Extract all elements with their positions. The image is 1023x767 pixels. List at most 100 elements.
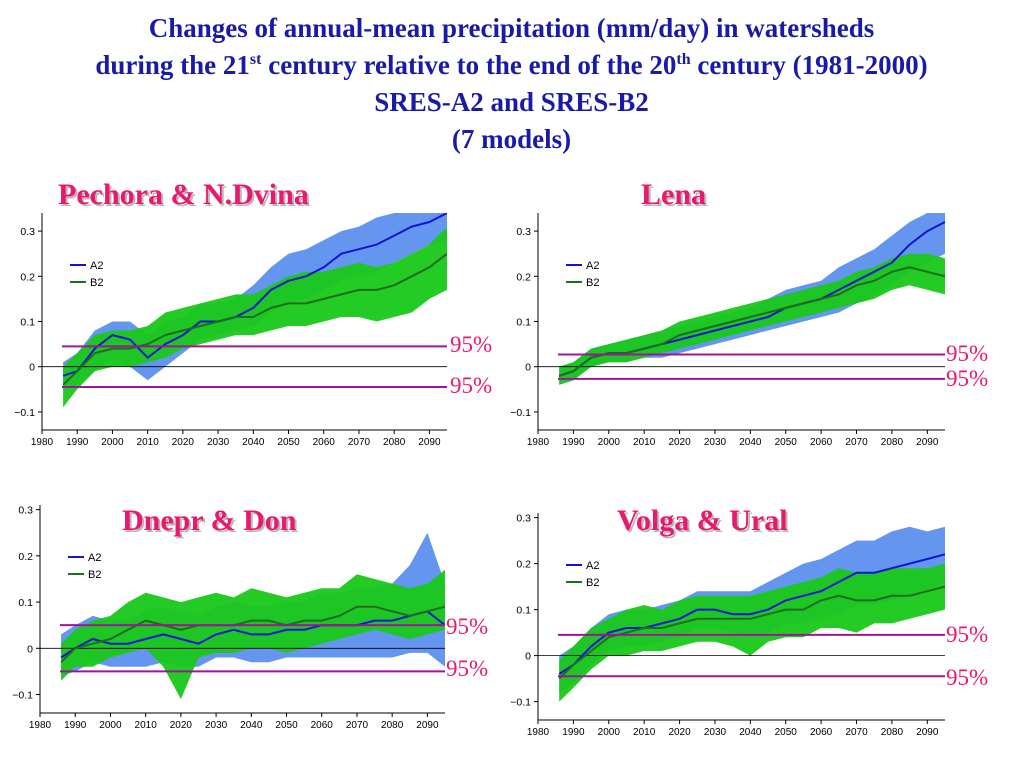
legend-label-a2: A2 — [586, 260, 599, 272]
title-line-2: during the 21st century relative to the … — [0, 47, 1023, 84]
x-tick-label: 1990 — [562, 727, 585, 738]
x-tick-label: 2020 — [668, 727, 691, 738]
x-tick-label: 2020 — [668, 437, 691, 448]
x-tick-label: 2030 — [704, 727, 727, 738]
x-tick-label: 2090 — [916, 727, 939, 738]
x-tick-label: 1980 — [527, 437, 550, 448]
series-line-b2 — [62, 252, 447, 386]
legend-label-a2: A2 — [586, 560, 599, 572]
x-tick-label: 2090 — [418, 437, 441, 448]
title-sup-th: th — [676, 51, 691, 68]
x-tick-label: 2010 — [633, 727, 656, 738]
legend-label-a2: A2 — [88, 552, 101, 564]
y-tick-label: 0.3 — [20, 226, 35, 238]
y-tick-label: −0.1 — [510, 407, 531, 419]
x-tick-label: 2080 — [381, 720, 404, 731]
x-tick-label: 2020 — [172, 437, 195, 448]
y-tick-label: 0 — [27, 643, 33, 655]
x-tick-label: 2000 — [101, 437, 124, 448]
panel-title-volga: Volga & Ural — [617, 504, 788, 537]
significance-label-pechora-upper: 95% — [450, 332, 493, 357]
plot-area-lena — [538, 213, 945, 385]
x-tick-label: 2060 — [313, 437, 336, 448]
x-tick-label: 2080 — [881, 727, 904, 738]
x-tick-label: 2060 — [810, 437, 833, 448]
x-tick-label: 2050 — [775, 727, 798, 738]
series-line-a2 — [62, 213, 447, 377]
plot-area-dnepr — [40, 532, 445, 700]
series-line-b2 — [60, 605, 445, 663]
significance-label-lena-upper: 95% — [946, 341, 989, 366]
title-sup-st: st — [249, 51, 262, 68]
x-tick-label: 2040 — [242, 437, 265, 448]
y-tick-label: 0.2 — [18, 551, 33, 563]
y-tick-label: 0.1 — [516, 317, 531, 329]
y-tick-label: 0 — [525, 651, 531, 663]
x-tick-label: 2040 — [240, 720, 263, 731]
title-line-2-part-a: during the 21 — [95, 50, 250, 80]
x-tick-label: 1980 — [29, 720, 52, 731]
y-tick-label: 0.1 — [18, 597, 33, 609]
y-tick-label: 0 — [525, 362, 531, 374]
legend-label-b2: B2 — [586, 577, 599, 589]
y-tick-label: 0.3 — [516, 513, 531, 525]
legend-label-b2: B2 — [88, 569, 101, 581]
significance-label-lena-lower: 95% — [946, 366, 989, 391]
panel-title-dnepr: Dnepr & Don — [122, 504, 297, 537]
x-tick-label: 1980 — [31, 437, 54, 448]
significance-label-volga-lower: 95% — [946, 665, 989, 690]
y-tick-label: −0.1 — [14, 407, 35, 419]
title-line-4: (7 models) — [451, 124, 572, 154]
x-tick-label: 1990 — [66, 437, 89, 448]
x-tick-label: 1980 — [527, 727, 550, 738]
x-tick-label: 2050 — [775, 437, 798, 448]
x-tick-label: 2040 — [739, 437, 762, 448]
significance-label-pechora-lower: 95% — [450, 373, 493, 398]
x-tick-label: 2040 — [739, 727, 762, 738]
series-line-a2 — [60, 610, 445, 659]
y-tick-label: 0.1 — [20, 317, 35, 329]
legend-label-a2: A2 — [90, 260, 103, 272]
x-tick-label: 2070 — [346, 720, 369, 731]
title-line-2-part-c: century (1981-2000) — [690, 50, 928, 80]
y-tick-label: 0.2 — [20, 271, 35, 283]
x-tick-label: 2070 — [348, 437, 371, 448]
legend-label-b2: B2 — [90, 277, 103, 289]
title-line-2-part-b: century relative to the end of the 20 — [261, 50, 677, 80]
chart-dnepr: −0.1 0 0.1 0.2 0.3 1980 1990 2000 2010 2020 2030 20… — [12, 505, 445, 731]
significance-label-volga-upper: 95% — [946, 622, 989, 647]
significance-label-dnepr-upper: 95% — [446, 614, 489, 639]
y-tick-label: 0.2 — [516, 271, 531, 283]
y-tick-label: 0.3 — [516, 226, 531, 238]
panel-title-pechora: Pechora & N.Dvina — [58, 178, 309, 211]
band-b2 — [559, 563, 945, 702]
x-tick-label: 2070 — [845, 727, 868, 738]
title-line-3: SRES-A2 and SRES-B2 — [374, 87, 649, 117]
legend-label-b2: B2 — [586, 277, 599, 289]
x-tick-label: 2030 — [704, 437, 727, 448]
x-tick-label: 1990 — [562, 437, 585, 448]
x-tick-label: 2000 — [99, 720, 122, 731]
y-tick-label: −0.1 — [12, 690, 33, 702]
page-title: Changes of annual-mean precipitation (mm… — [0, 10, 1023, 158]
chart-lena: −0.1 0 0.1 0.2 0.3 1980 1990 2000 2010 2020 2030 20… — [510, 213, 945, 448]
title-line-1: Changes of annual-mean precipitation (mm… — [148, 13, 875, 43]
x-tick-label: 1990 — [64, 720, 87, 731]
x-tick-label: 2060 — [311, 720, 334, 731]
panel-title-lena: Lena — [641, 178, 707, 211]
x-tick-label: 2020 — [170, 720, 193, 731]
x-tick-label: 2060 — [810, 727, 833, 738]
y-tick-label: 0.3 — [18, 505, 33, 517]
x-tick-label: 2090 — [416, 720, 439, 731]
x-tick-label: 2030 — [205, 720, 228, 731]
x-tick-label: 2070 — [845, 437, 868, 448]
plot-area-pechora — [42, 213, 447, 408]
x-tick-label: 2080 — [383, 437, 406, 448]
y-tick-label: 0.1 — [516, 605, 531, 617]
significance-label-dnepr-lower: 95% — [446, 656, 489, 681]
x-tick-label: 2010 — [633, 437, 656, 448]
x-tick-label: 2080 — [881, 437, 904, 448]
x-tick-label: 2000 — [598, 437, 621, 448]
series-line-b2 — [558, 266, 945, 377]
